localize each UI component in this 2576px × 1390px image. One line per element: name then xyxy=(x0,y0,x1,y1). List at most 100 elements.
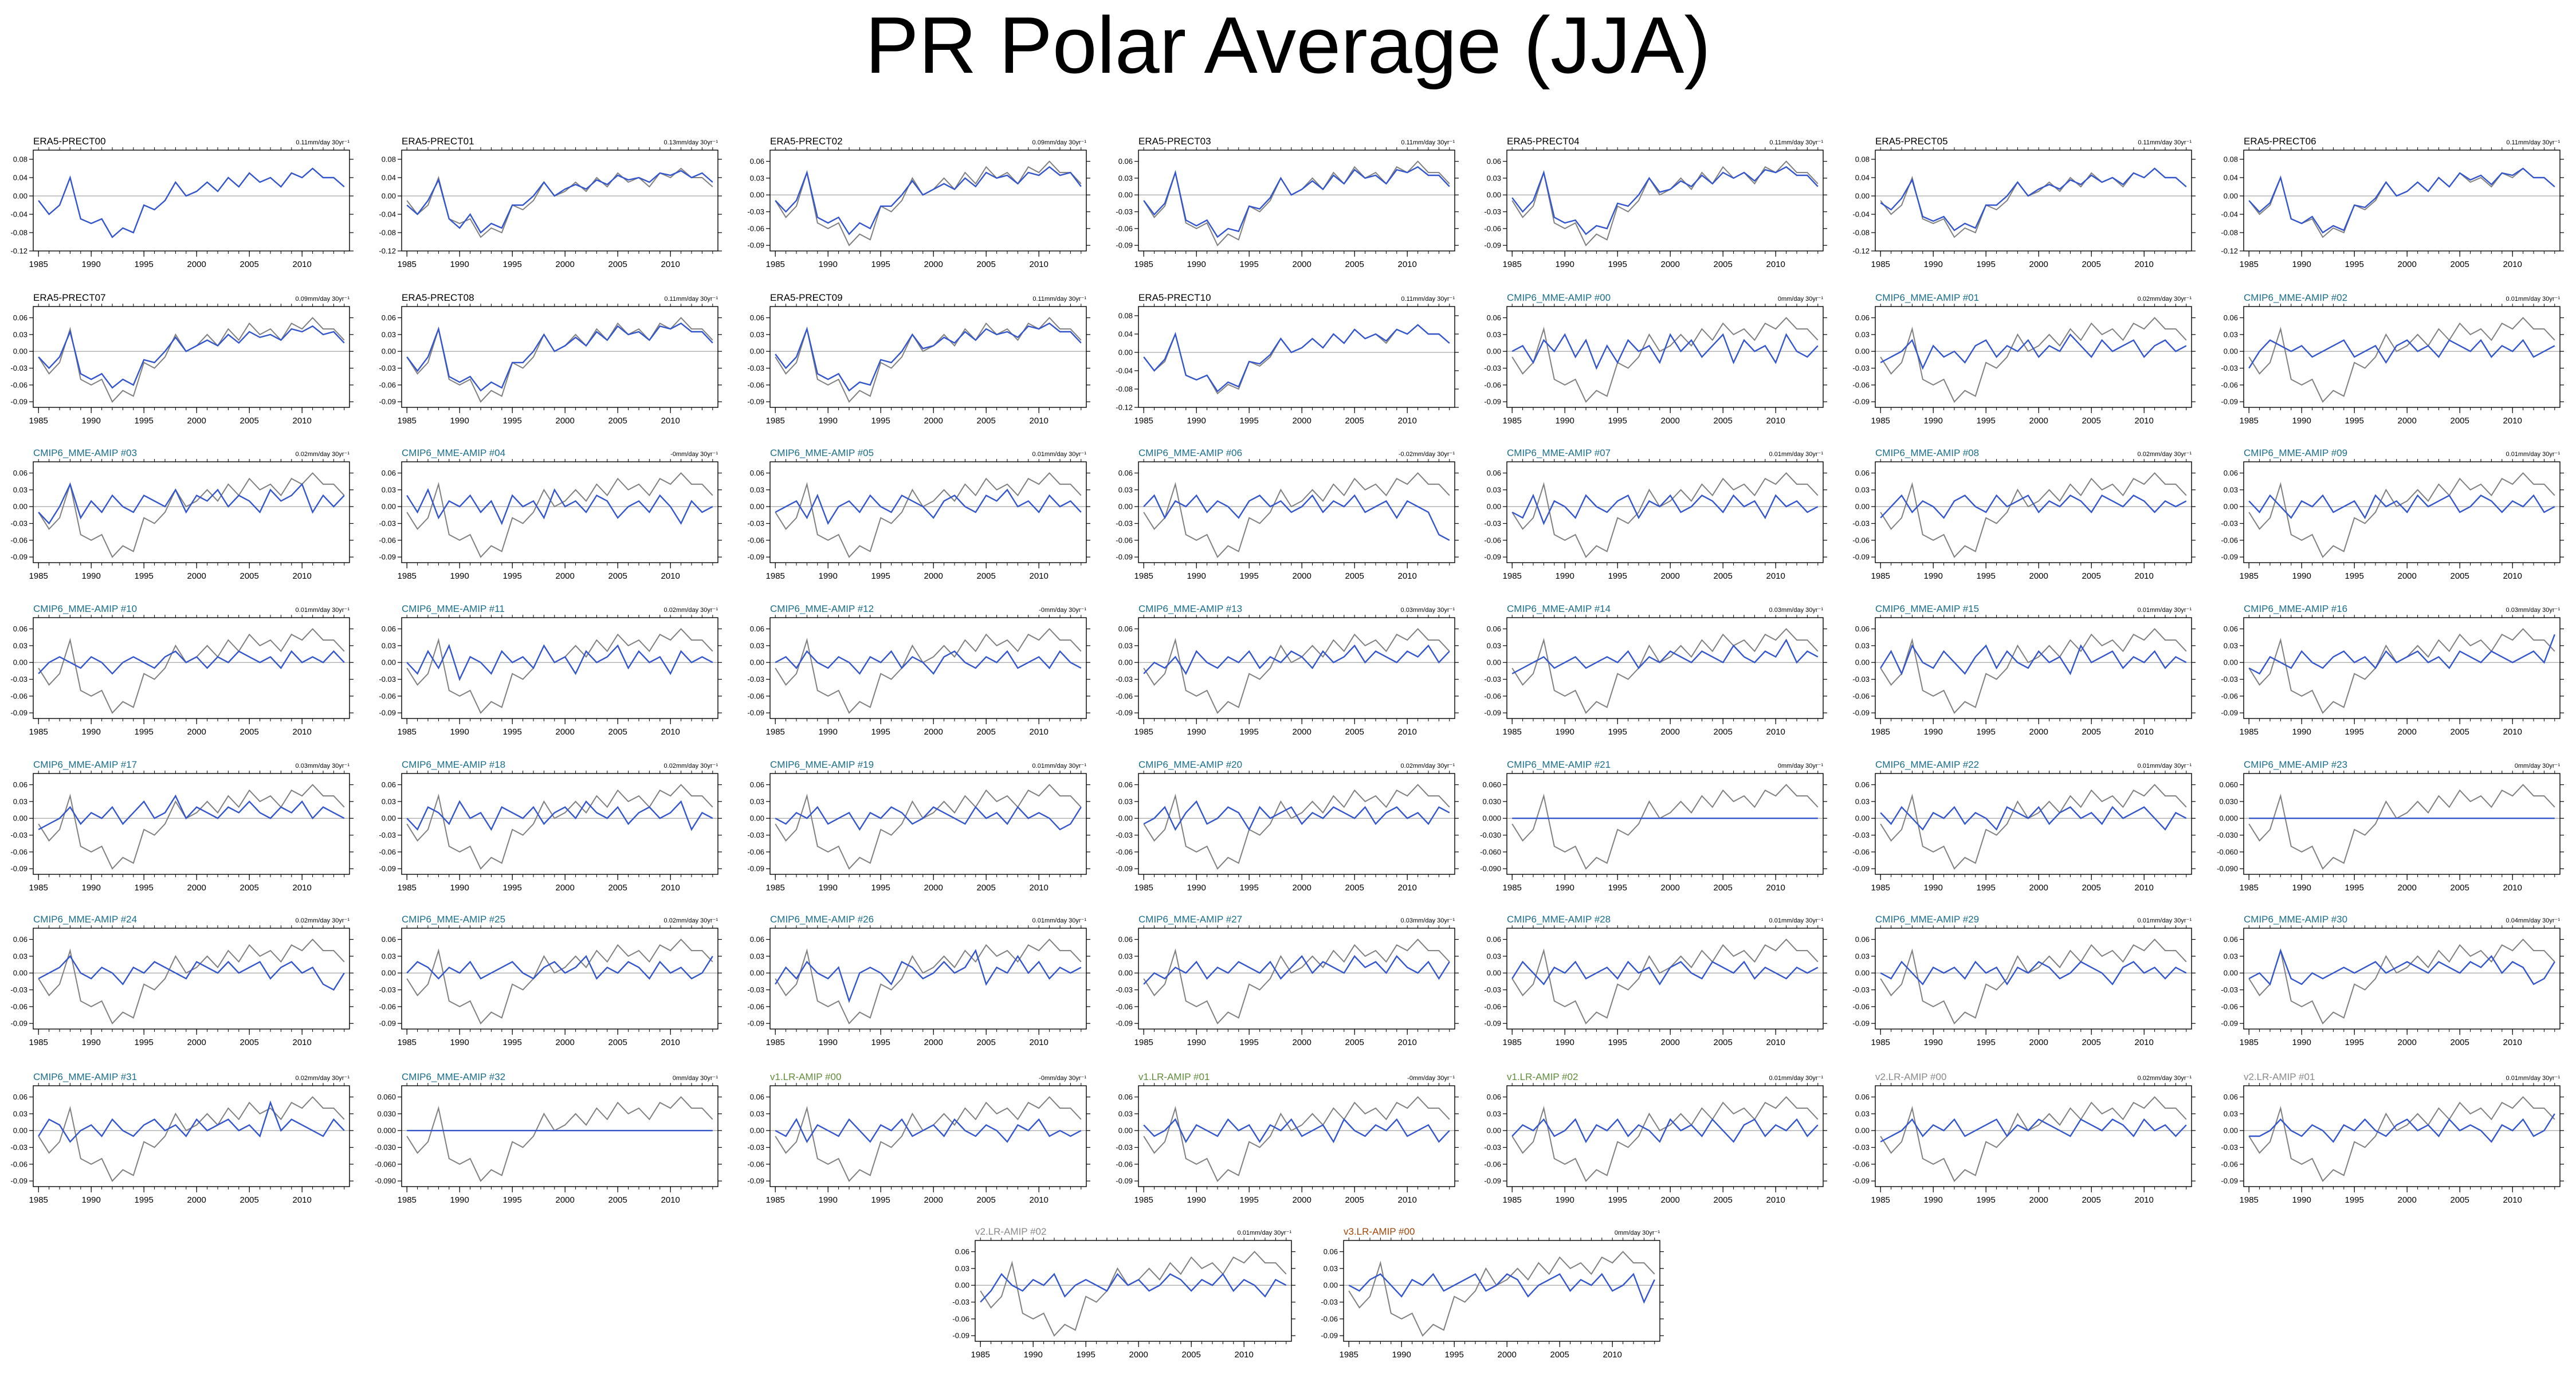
x-tick-label: 2010 xyxy=(2135,883,2154,893)
x-tick-label: 1990 xyxy=(819,727,838,737)
y-tick-label: 0.03 xyxy=(1855,330,1870,339)
y-tick-label: 0.06 xyxy=(2224,313,2238,322)
panel-label: ERA5-PRECT04 xyxy=(1507,136,1580,147)
panel-label: v1.LR-AMIP #01 xyxy=(1138,1071,1210,1082)
reference-series-line xyxy=(1880,628,2187,714)
panel-trend: 0.11mm/day 30yr⁻¹ xyxy=(1401,139,1455,146)
x-tick-label: 1985 xyxy=(398,727,417,737)
y-tick-label: 0.00 xyxy=(750,191,764,199)
y-tick-label: 0.03 xyxy=(750,330,764,339)
x-tick-label: 1990 xyxy=(82,416,101,426)
model-series-line xyxy=(1511,333,1819,370)
plot-frame xyxy=(769,773,1087,875)
y-tick-label: -0.060 xyxy=(1480,847,1501,856)
plot-frame xyxy=(1138,150,1455,252)
y-tick-label: -0.06 xyxy=(747,536,764,544)
y-tick-label: -0.06 xyxy=(2221,1002,2238,1011)
y-tick-label: 0.00 xyxy=(382,658,396,667)
reference-series-line xyxy=(775,939,1082,1024)
plot-frame xyxy=(769,1085,1087,1187)
x-tick-label: 2005 xyxy=(1714,727,1733,737)
x-tick-label: 2000 xyxy=(1293,1195,1311,1205)
x-tick-label: 2000 xyxy=(2398,571,2417,581)
x-tick-label: 2005 xyxy=(1345,260,1364,269)
y-tick-label: -0.03 xyxy=(10,1143,28,1152)
y-tick-label: -0.09 xyxy=(1321,1332,1338,1340)
x-tick-label: 1990 xyxy=(819,883,838,893)
y-tick-label: -0.12 xyxy=(1852,247,1870,256)
panel-trend: 0.11mm/day 30yr⁻¹ xyxy=(2506,139,2560,146)
panel-43: CMIP6_MME-AMIP #32 0mm/day 30yr⁻¹ 0.060 0.0… xyxy=(375,1071,722,1205)
panel-21: CMIP6_MME-AMIP #10 0.01mm/day 30yr⁻¹ 0.06 0… xyxy=(10,603,354,737)
x-tick-label: 2010 xyxy=(2503,883,2522,893)
x-tick-label: 1995 xyxy=(503,727,522,737)
y-tick-label: -0.06 xyxy=(2221,1160,2238,1168)
x-tick-label: 1995 xyxy=(1077,1350,1095,1360)
panel-32: CMIP6_MME-AMIP #21 0mm/day 30yr⁻¹ 0.060 0.0… xyxy=(1480,759,1827,893)
y-tick-label: 0.00 xyxy=(750,658,764,667)
y-tick-label: -0.06 xyxy=(1852,380,1870,389)
plot-frame xyxy=(33,461,350,563)
reference-series-line xyxy=(1880,167,2187,238)
y-tick-label: -0.03 xyxy=(10,364,28,372)
panel-trend: 0.01mm/day 30yr⁻¹ xyxy=(1769,917,1824,924)
panel-label: CMIP6_MME-AMIP #25 xyxy=(402,914,505,925)
x-tick-label: 1995 xyxy=(871,883,890,893)
model-series-line xyxy=(775,949,1082,1003)
x-tick-label: 1995 xyxy=(871,727,890,737)
y-tick-label: 0.06 xyxy=(750,780,764,789)
x-tick-label: 2005 xyxy=(977,1038,996,1047)
panel-label: CMIP6_MME-AMIP #13 xyxy=(1138,603,1242,614)
y-tick-label: -0.03 xyxy=(1484,675,1501,684)
model-series-line xyxy=(1143,955,1450,985)
reference-series-line xyxy=(1348,1251,1655,1337)
x-tick-label: 2005 xyxy=(240,883,259,893)
plot-frame xyxy=(1875,617,2192,719)
y-tick-label: -0.06 xyxy=(952,1314,969,1323)
x-tick-label: 2005 xyxy=(608,571,627,581)
plot-frame xyxy=(1875,150,2192,252)
panel-trend: 0.04mm/day 30yr⁻¹ xyxy=(2506,917,2561,924)
x-tick-label: 2000 xyxy=(2029,727,2048,737)
reference-series-line xyxy=(2248,784,2555,870)
y-tick-label: 0.030 xyxy=(1482,797,1501,806)
panel-label: CMIP6_MME-AMIP #12 xyxy=(770,603,874,614)
panel-18: CMIP6_MME-AMIP #07 0.01mm/day 30yr⁻¹ 0.06 0… xyxy=(1484,447,1827,581)
model-series-line xyxy=(406,643,713,681)
y-tick-label: 0.06 xyxy=(13,313,28,322)
x-tick-label: 1995 xyxy=(2345,416,2364,426)
panel-30: CMIP6_MME-AMIP #19 0.01mm/day 30yr⁻¹ 0.06 0… xyxy=(747,759,1090,893)
x-tick-label: 2005 xyxy=(2451,883,2469,893)
model-series-line xyxy=(1348,1273,1655,1304)
y-tick-label: 0.06 xyxy=(13,625,28,633)
y-tick-label: -0.09 xyxy=(379,865,396,873)
y-tick-label: -0.06 xyxy=(2221,536,2238,544)
panel-46: v1.LR-AMIP #02 0.01mm/day 30yr⁻¹ 0.06 0.03 0… xyxy=(1484,1071,1827,1205)
x-tick-label: 2005 xyxy=(2082,1195,2101,1205)
y-tick-label: -0.09 xyxy=(747,1177,764,1185)
y-tick-label: -0.12 xyxy=(2221,247,2238,256)
y-tick-label: -0.03 xyxy=(379,519,396,528)
x-tick-label: 1995 xyxy=(1608,727,1627,737)
y-tick-label: -0.09 xyxy=(2221,709,2238,717)
panel-label: CMIP6_MME-AMIP #02 xyxy=(2244,292,2347,303)
y-tick-label: -0.09 xyxy=(747,709,764,717)
y-tick-label: -0.03 xyxy=(1852,985,1870,994)
panel-label: CMIP6_MME-AMIP #20 xyxy=(1138,759,1242,770)
y-tick-label: -0.09 xyxy=(1484,709,1501,717)
y-tick-label: 0.00 xyxy=(13,814,28,823)
panel-11: CMIP6_MME-AMIP #00 0mm/day 30yr⁻¹ 0.06 0.03… xyxy=(1484,292,1827,426)
panel-23: CMIP6_MME-AMIP #12 -0mm/day 30yr⁻¹ 0.06 0.0… xyxy=(747,603,1090,737)
x-tick-label: 1990 xyxy=(1187,1195,1206,1205)
panel-label: ERA5-PRECT00 xyxy=(33,136,106,147)
reference-series-line xyxy=(1143,784,1450,870)
x-tick-label: 1990 xyxy=(1556,883,1574,893)
plot-frame xyxy=(1506,1085,1824,1187)
reference-series-line xyxy=(1880,939,2187,1024)
x-tick-label: 2005 xyxy=(1345,883,1364,893)
panel-41: CMIP6_MME-AMIP #30 0.04mm/day 30yr⁻¹ 0.06 0… xyxy=(2221,914,2564,1047)
reference-series-line xyxy=(38,472,345,558)
y-tick-label: 0.06 xyxy=(955,1247,969,1256)
x-tick-label: 1995 xyxy=(503,260,522,269)
plot-frame xyxy=(1138,773,1455,875)
